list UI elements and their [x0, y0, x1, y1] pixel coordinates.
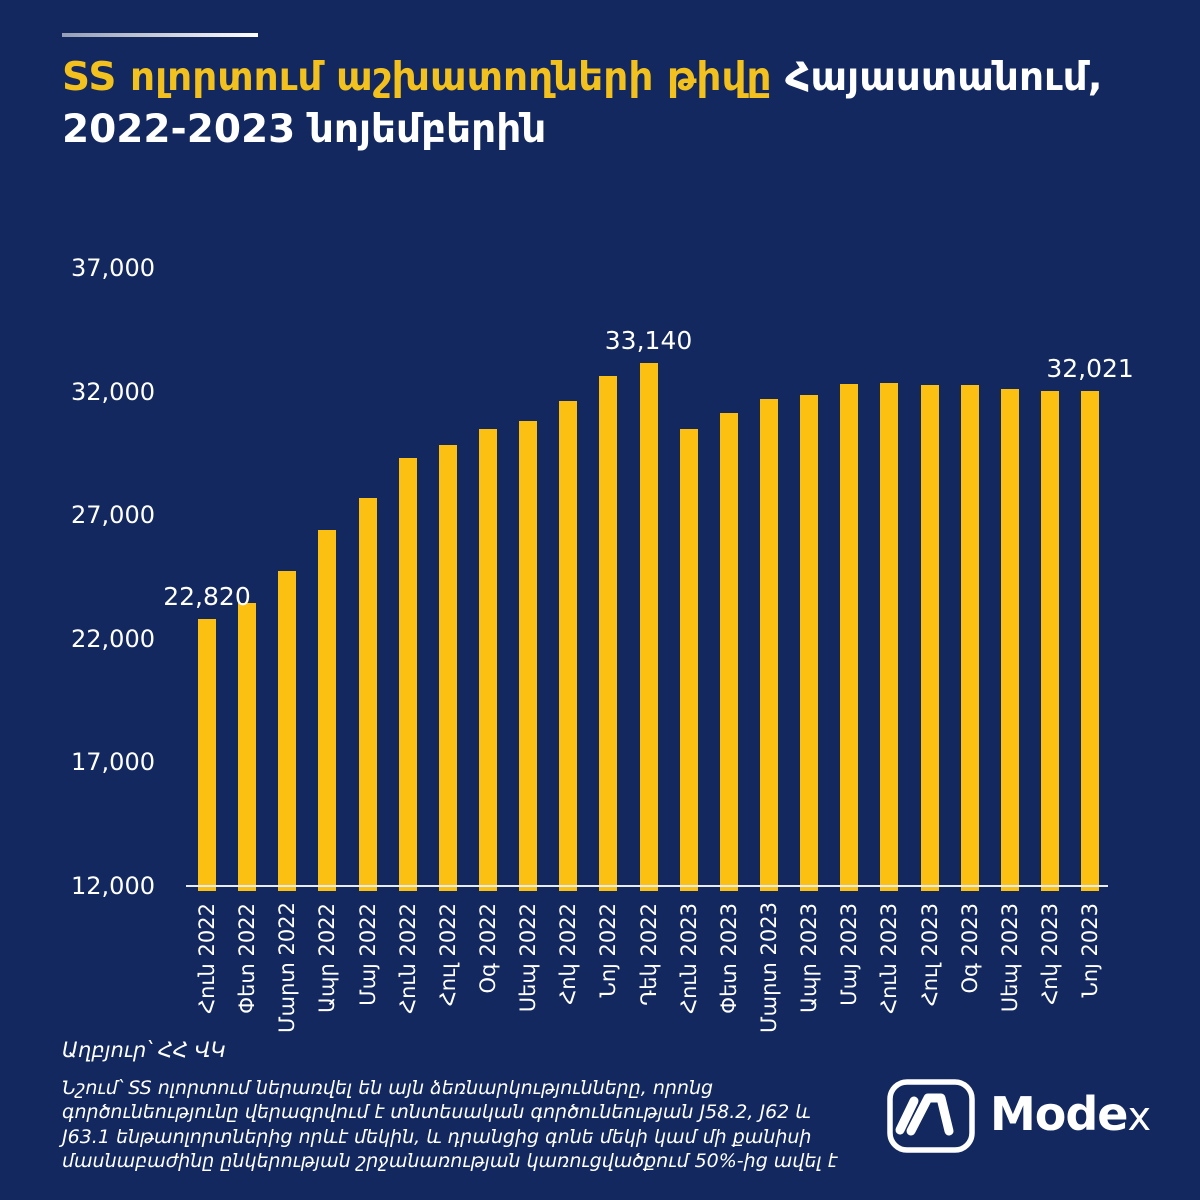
x-axis-label: Ապր 2022 — [315, 903, 340, 1013]
x-axis-label: Փետ 2022 — [235, 903, 260, 1014]
x-axis-label: Հուլ 2023 — [917, 903, 942, 1007]
page-title: SS ոլորտում աշխատողների թիվը Հայաստանում… — [62, 52, 1122, 157]
x-axis-label: Մարտ 2022 — [275, 902, 300, 1033]
bar-value-label: 33,140 — [604, 326, 693, 356]
bar — [599, 375, 618, 891]
bar — [639, 363, 658, 891]
bar — [759, 398, 778, 891]
bar — [960, 384, 979, 891]
y-axis-tick-label: 17,000 — [71, 748, 155, 777]
bar — [398, 457, 417, 891]
modex-logo-text-x: x — [1127, 1094, 1152, 1140]
modex-logo-text-main: Mode — [990, 1087, 1129, 1141]
bar — [880, 383, 899, 891]
bar — [519, 420, 538, 891]
x-axis-label: Հուն 2022 — [395, 903, 420, 1014]
bar — [719, 412, 738, 891]
bar — [358, 497, 377, 891]
bar — [1081, 391, 1100, 891]
x-axis-label: Նոյ 2022 — [596, 903, 621, 998]
modex-logo-text: Modex — [990, 1076, 1151, 1155]
bar — [1040, 391, 1059, 891]
bar — [840, 383, 859, 891]
x-axis-label: Նոյ 2023 — [1078, 903, 1103, 998]
title-accent-line — [62, 33, 258, 37]
x-axis-label: Հուն 2023 — [877, 903, 902, 1014]
x-axis-label: Հոկ 2023 — [1037, 903, 1062, 1005]
bar — [920, 385, 939, 891]
bar — [559, 401, 578, 891]
y-axis-tick-label: 27,000 — [71, 501, 155, 530]
x-axis-label: Հուլ 2022 — [435, 903, 460, 1007]
x-axis-label: Մայ 2022 — [355, 903, 380, 1006]
bar — [198, 618, 216, 891]
page-title-highlight: SS ոլորտում աշխատողների թիվը — [62, 55, 772, 100]
note-text: Նշում՝ SS ոլորտում ներառվել են այն ձեռնա… — [62, 1077, 838, 1172]
y-axis-tick-label: 12,000 — [71, 872, 155, 900]
y-axis-tick-label: 22,000 — [71, 624, 155, 653]
page-title-line2: 2022-2023 նոյեմբերին — [62, 107, 547, 153]
bar — [800, 394, 819, 891]
x-axis-label: Փետ 2023 — [716, 903, 741, 1014]
page-title-rest: Հայաստանում, — [785, 55, 1103, 100]
modex-logo: Modex — [886, 1076, 1151, 1155]
bar — [278, 570, 297, 891]
bar — [318, 530, 337, 891]
x-axis-label: Օգ 2023 — [957, 903, 982, 994]
x-axis-label: Մայ 2023 — [837, 903, 862, 1006]
modex-logo-icon — [887, 1078, 975, 1153]
bar — [1000, 388, 1019, 891]
x-axis-label: Հուն 2023 — [676, 903, 701, 1014]
bar — [238, 602, 257, 891]
x-axis-label: Ապր 2023 — [797, 903, 822, 1013]
x-axis-label: Դեկ 2022 — [636, 903, 661, 1006]
x-axis-label: Սեպ 2023 — [997, 903, 1022, 1013]
source-label: Աղբյուր՝ ՀՀ ՎԿ — [62, 1038, 226, 1062]
x-axis-label: Մարտ 2023 — [756, 902, 781, 1033]
x-axis-label: Հուն 2022 — [195, 903, 219, 1014]
x-axis-label: Սեպ 2022 — [516, 903, 541, 1013]
y-axis-tick-label: 32,000 — [71, 377, 155, 406]
x-axis-label: Օգ 2022 — [475, 903, 500, 994]
x-axis-label: Հոկ 2022 — [556, 903, 581, 1005]
x-axis-line — [186, 885, 1108, 887]
y-axis-tick-label: 37,000 — [71, 254, 155, 282]
bar — [438, 444, 457, 891]
bar-value-label: 22,820 — [163, 581, 251, 611]
bar-value-label: 32,021 — [1046, 354, 1134, 384]
bar — [679, 429, 698, 891]
bar — [478, 428, 497, 891]
